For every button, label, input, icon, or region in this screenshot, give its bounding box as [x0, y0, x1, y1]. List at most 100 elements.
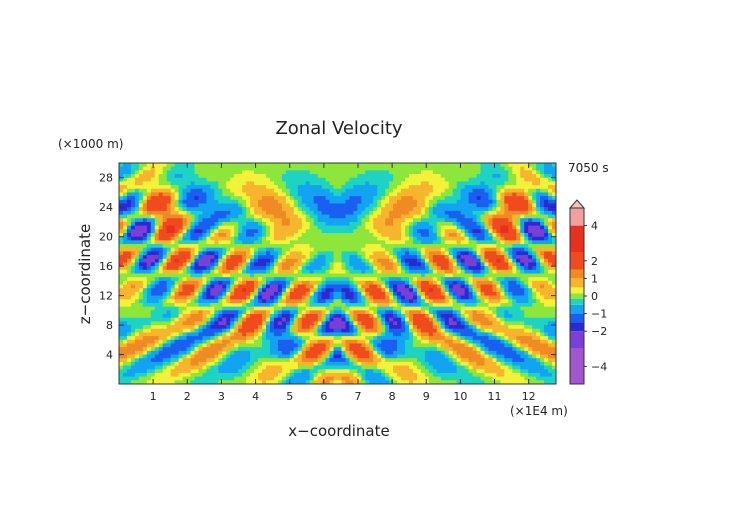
field-cell	[262, 181, 267, 186]
field-cell	[389, 166, 394, 171]
field-cell	[126, 225, 132, 230]
field-cell	[440, 325, 446, 330]
field-cell	[432, 174, 438, 179]
field-cell	[345, 302, 351, 308]
field-cell	[325, 251, 331, 256]
field-cell	[281, 291, 287, 297]
field-cell	[119, 240, 124, 245]
field-cell	[520, 306, 525, 311]
field-cell	[262, 214, 267, 219]
field-cell	[174, 317, 180, 322]
field-cell	[317, 185, 323, 190]
field-cell	[488, 273, 494, 278]
field-cell	[468, 306, 474, 311]
field-cell	[202, 225, 207, 230]
field-cell	[424, 302, 430, 308]
field-cell	[305, 295, 311, 300]
field-cell	[305, 203, 311, 208]
field-cell	[409, 232, 414, 238]
field-cell	[540, 210, 545, 216]
field-cell	[289, 251, 295, 256]
field-cell	[194, 325, 200, 330]
field-cell	[369, 207, 374, 212]
field-cell	[397, 273, 402, 278]
field-cell	[313, 288, 319, 293]
field-cell	[329, 244, 335, 249]
field-cell	[146, 277, 152, 282]
field-cell	[512, 188, 517, 194]
field-cell	[154, 310, 160, 315]
field-cell	[345, 295, 351, 300]
field-cell	[154, 306, 160, 311]
field-cell	[381, 317, 386, 322]
field-cell	[464, 299, 470, 304]
field-cell	[345, 284, 351, 289]
field-cell	[238, 232, 243, 238]
field-cell	[488, 325, 494, 330]
field-cell	[234, 225, 239, 230]
field-cell	[150, 262, 156, 267]
field-cell	[142, 280, 148, 286]
field-cell	[496, 214, 501, 219]
field-cell	[524, 240, 529, 245]
field-cell	[182, 284, 188, 289]
field-cell	[170, 277, 176, 282]
field-cell	[218, 207, 223, 212]
field-cell	[325, 229, 331, 234]
field-cell	[162, 255, 168, 260]
field-cell	[265, 199, 271, 205]
field-cell	[265, 266, 271, 271]
field-cell	[484, 258, 490, 264]
field-cell	[432, 203, 438, 208]
field-cell	[389, 232, 394, 238]
field-cell	[393, 247, 398, 252]
field-cell	[385, 277, 390, 282]
field-cell	[281, 314, 287, 319]
field-cell	[202, 221, 207, 227]
field-cell	[512, 181, 517, 186]
field-cell	[373, 232, 378, 238]
field-cell	[416, 188, 422, 194]
field-cell	[166, 232, 172, 238]
field-cell	[520, 262, 525, 267]
field-cell	[373, 229, 378, 234]
field-cell	[174, 210, 180, 216]
field-cell	[214, 291, 219, 297]
field-cell	[190, 181, 196, 186]
field-cell	[412, 314, 418, 319]
field-cell	[242, 196, 247, 201]
field-cell	[246, 236, 251, 241]
field-cell	[452, 302, 458, 308]
field-cell	[492, 210, 498, 216]
field-cell	[500, 262, 505, 267]
field-cell	[325, 284, 331, 289]
field-cell	[492, 214, 498, 219]
field-cell	[504, 221, 509, 227]
field-cell	[285, 170, 291, 175]
field-cell	[273, 251, 279, 256]
field-cell	[134, 247, 140, 252]
field-cell	[405, 295, 410, 300]
field-cell	[484, 295, 490, 300]
field-cell	[412, 302, 418, 308]
field-cell	[409, 229, 414, 234]
field-cell	[504, 280, 509, 286]
field-cell	[532, 299, 537, 304]
field-cell	[119, 306, 124, 311]
field-cell	[178, 306, 184, 311]
field-cell	[520, 170, 525, 175]
field-cell	[460, 221, 466, 227]
field-cell	[254, 170, 259, 175]
field-cell	[166, 273, 172, 278]
field-cell	[226, 314, 231, 319]
field-cell	[262, 221, 267, 227]
field-cell	[488, 291, 494, 297]
field-cell	[325, 325, 331, 330]
field-cell	[552, 192, 556, 197]
field-cell	[492, 317, 498, 322]
field-cell	[393, 317, 398, 322]
field-cell	[222, 170, 227, 175]
field-cell	[154, 325, 160, 330]
field-cell	[488, 284, 494, 289]
field-cell	[373, 280, 378, 286]
